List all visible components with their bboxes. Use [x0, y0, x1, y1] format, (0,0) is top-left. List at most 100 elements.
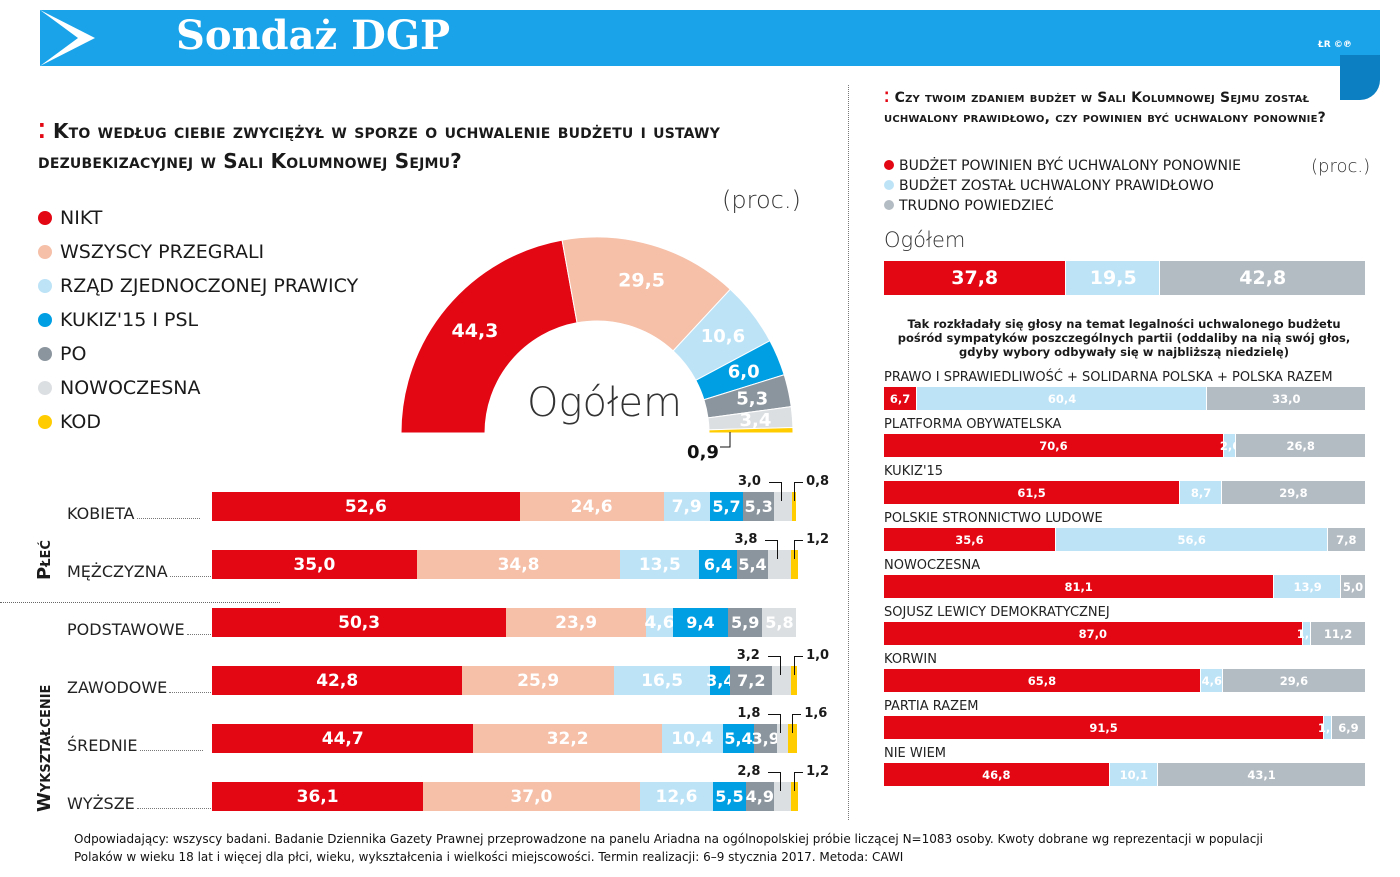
stacked-bar: 87,0 1,8 11,2: [884, 622, 1365, 645]
overall-label: Ogółem: [884, 228, 966, 252]
legend-swatch: [884, 200, 894, 210]
bar-segment: 5,9: [727, 608, 763, 637]
stacked-bar: 70,6 2,6 26,8: [884, 434, 1365, 457]
bar-segment: 65,8: [884, 669, 1200, 692]
bar-segment: 29,6: [1221, 669, 1365, 692]
bar-segment: [774, 782, 791, 811]
stacked-bar: 35,0 34,8 13,5 6,4 5,4: [212, 550, 798, 579]
legend-label: TRUDNO POWIEDZIEĆ: [899, 198, 1054, 214]
bar-segment: 23,9: [506, 608, 647, 637]
row-label: ŚREDNIE: [67, 736, 203, 755]
bar-segment: 26,8: [1235, 434, 1365, 457]
legend-label: WSZYSCY PRZEGRALI: [60, 241, 265, 263]
bar-segment: 5,3: [743, 492, 775, 521]
bar-segment: 25,9: [462, 666, 614, 695]
footer-line-2: Polaków w wieku 18 lat i więcej dla płci…: [74, 850, 904, 864]
stacked-bar: 65,8 4,6 29,6: [884, 669, 1365, 692]
bar-segment: 50,3: [212, 608, 507, 637]
row-label: PODSTAWOWE: [67, 620, 217, 639]
bar-segment: 8,7: [1179, 481, 1222, 504]
bar-segment: 13,5: [620, 550, 700, 579]
row-label-text: WYŻSZE: [67, 794, 135, 813]
legend-swatch: [38, 381, 52, 395]
row-label-text: MĘŻCZYZNA: [67, 562, 168, 581]
donut-label: 3,4: [740, 410, 772, 431]
stacked-bar: 46,8 10,1 43,1: [884, 763, 1365, 786]
dotted-leader: [169, 576, 211, 577]
footer-line-1: Odpowiadający: wszyscy badani. Badanie D…: [74, 832, 1263, 846]
bar-segment: [791, 666, 797, 695]
leader-line: [792, 714, 802, 733]
stacked-bar: 50,3 23,9 4,6 9,4 5,9 5,8: [212, 608, 797, 637]
bar-segment: 52,6: [212, 492, 520, 521]
dotted-leader: [136, 808, 211, 809]
semi-donut-chart: 44,3 29,5 10,6 6,0 5,33,4 0,9: [400, 236, 794, 463]
party-label: NOWOCZESNA: [884, 558, 981, 573]
bar-segment: 42,8: [1159, 261, 1366, 295]
bar-segment: 5,8: [762, 608, 797, 637]
callout-label: 3,2: [736, 648, 760, 663]
bar-segment: 33,0: [1206, 387, 1366, 410]
bar-segment: 5,4: [722, 724, 755, 753]
bar-segment: 19,5: [1065, 261, 1161, 295]
row-label: KOBIETA: [67, 504, 200, 523]
legend-item: TRUDNO POWIEDZIEĆ: [884, 196, 1241, 216]
footer: Odpowiadający: wszyscy badani. Badanie D…: [74, 830, 1263, 866]
legend-item: KUKIZ'15 I PSL: [38, 303, 358, 337]
donut-label: 29,5: [618, 269, 665, 291]
unit-label: (proc.): [722, 186, 801, 214]
bar-segment: [768, 550, 791, 579]
bar-segment: 29,8: [1220, 481, 1365, 504]
page-title: Sondaż DGP: [176, 12, 451, 59]
bar-segment: 34,8: [416, 550, 621, 579]
row-label: MĘŻCZYZNA: [67, 562, 211, 581]
bar-segment: 9,4: [672, 608, 728, 637]
legend-label: BUDŻET ZOSTAŁ UCHWALONY PRAWIDŁOWO: [899, 178, 1214, 194]
bar-segment: [787, 724, 797, 753]
stacked-bar: 81,1 13,9 5,0: [884, 575, 1365, 598]
party-label: KUKIZ'15: [884, 464, 944, 479]
bar-segment: 5,7: [709, 492, 744, 521]
row-label: WYŻSZE: [67, 794, 211, 813]
legend-item: BUDŻET POWINIEN BYĆ UCHWALONY PONOWNIE: [884, 156, 1241, 176]
dotted-leader: [139, 750, 203, 751]
bar-segment: 37,0: [423, 782, 640, 811]
bar-segment: 3,9: [752, 724, 780, 753]
leader-line: [794, 772, 804, 791]
leader-line: [768, 772, 782, 791]
divider: [0, 602, 280, 603]
bar-segment: 6,7: [884, 387, 917, 410]
bar-segment: 3,4: [706, 666, 735, 695]
bar-segment: 81,1: [884, 575, 1274, 598]
bar-segment: 4,6: [644, 608, 675, 637]
legend-item: NOWOCZESNA: [38, 371, 358, 405]
bar-segment: 7,2: [730, 666, 773, 695]
bar-segment: 36,1: [212, 782, 424, 811]
chevron-inner: [40, 10, 78, 66]
question-1: ⁚ Kto według ciebie zwyciężył w sporze o…: [38, 116, 838, 176]
bar-segment: 10,1: [1108, 763, 1159, 786]
bar-segment: [772, 666, 792, 695]
donut-label: 10,6: [701, 326, 745, 347]
legend-item: RZĄD ZJEDNOCZONEJ PRAWICY: [38, 269, 358, 303]
bar-segment: 11,2: [1310, 622, 1365, 645]
bar-segment: 6,4: [699, 550, 737, 579]
donut-label: 5,3: [736, 389, 768, 410]
bar-segment: 61,5: [884, 481, 1180, 504]
bar-segment: 35,0: [212, 550, 417, 579]
donut-slice: [400, 239, 578, 434]
subtitle: Tak rozkładały się głosy na temat legaln…: [897, 317, 1351, 359]
bar-segment: [790, 550, 798, 579]
party-label: PLATFORMA OBYWATELSKA: [884, 417, 1062, 432]
donut-label: 6,0: [728, 362, 760, 383]
stacked-bar: 61,5 8,7 29,8: [884, 481, 1365, 504]
question-2-text: Czy twoim zdaniem budżet w Sali Kolumnow…: [884, 90, 1326, 126]
row-label-text: PODSTAWOWE: [67, 620, 185, 639]
legend-item: NIKT: [38, 201, 358, 235]
legend-label: NIKT: [60, 207, 103, 229]
header-banner: [40, 10, 1380, 66]
bar-segment: 16,5: [613, 666, 711, 695]
legend-item: BUDŻET ZOSTAŁ UCHWALONY PRAWIDŁOWO: [884, 176, 1241, 196]
bar-segment: 70,6: [884, 434, 1223, 457]
bar-segment: 12,6: [639, 782, 714, 811]
